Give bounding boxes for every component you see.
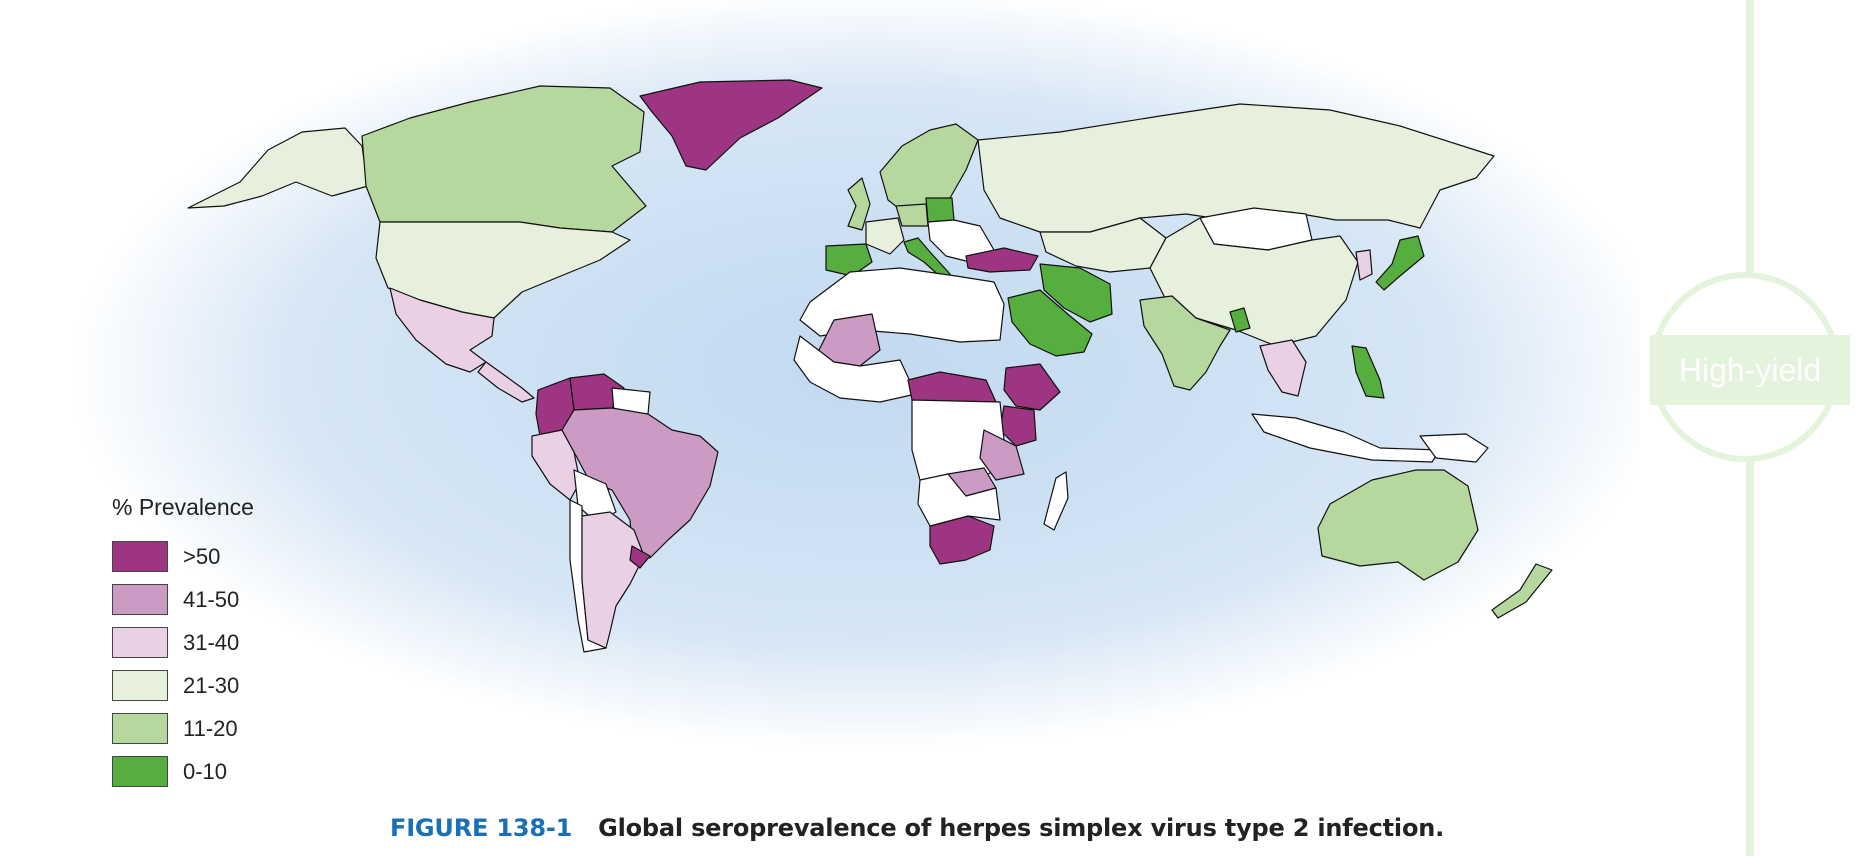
region-southern-africa-north	[917, 473, 1001, 527]
region-india	[1139, 295, 1231, 391]
world-map-svg	[70, 0, 1640, 750]
legend-item: >50	[112, 535, 254, 578]
legend-label: 11-20	[183, 715, 238, 741]
legend-swatch	[112, 627, 168, 658]
region-southeast-asia	[1259, 339, 1307, 397]
region-papua-new-guinea	[1419, 433, 1489, 463]
legend-label: >50	[183, 543, 221, 569]
region-mexico	[389, 287, 495, 373]
legend-item: 21-30	[112, 664, 254, 707]
region-philippines	[1351, 345, 1385, 399]
region-japan	[1375, 235, 1425, 291]
region-poland	[925, 197, 955, 223]
legend-item: 0-10	[112, 750, 254, 793]
legend-swatch	[112, 713, 168, 744]
legend-label: 21-30	[183, 672, 240, 698]
region-germany	[895, 203, 929, 227]
legend-item: 31-40	[112, 621, 254, 664]
figure-title: Global seroprevalence of herpes simplex …	[598, 814, 1445, 842]
legend-swatch	[112, 541, 168, 572]
region-west-africa	[793, 335, 917, 403]
region-southern-africa	[929, 515, 995, 565]
region-argentina	[581, 511, 645, 649]
figure-caption: FIGURE 138-1 Global seroprevalence of her…	[390, 814, 1444, 842]
legend-label: 31-40	[183, 629, 240, 655]
region-greenland	[639, 79, 823, 171]
legend-swatch	[112, 584, 168, 615]
region-tanzania	[979, 429, 1025, 481]
legend-title: % Prevalence	[112, 494, 254, 520]
region-bangladesh	[1229, 307, 1251, 333]
region-iberia	[825, 243, 873, 277]
region-korea	[1355, 249, 1373, 281]
world-map	[70, 0, 1640, 750]
legend-item: 11-20	[112, 707, 254, 750]
legend-swatch	[112, 670, 168, 701]
high-yield-badge[interactable]: High-yield	[1650, 335, 1850, 405]
region-madagascar	[1043, 471, 1069, 531]
figure-number: FIGURE 138-1	[390, 814, 573, 842]
legend-item: 41-50	[112, 578, 254, 621]
region-iran	[1039, 263, 1113, 323]
region-saudi-arabia	[1007, 289, 1093, 357]
region-turkey	[965, 247, 1039, 273]
region-central-america	[477, 361, 535, 403]
legend-label: 0-10	[183, 758, 228, 784]
legend-label: 41-50	[183, 586, 240, 612]
region-ethiopia	[1003, 363, 1061, 411]
region-united-kingdom	[847, 177, 871, 231]
region-new-zealand	[1491, 563, 1553, 619]
region-france	[865, 217, 905, 255]
legend: % Prevalence >50 41-50 31-40 21-30 11-20…	[112, 494, 254, 793]
region-uruguay	[629, 545, 651, 569]
region-australia	[1317, 469, 1479, 581]
legend-swatch	[112, 756, 168, 787]
high-yield-label: High-yield	[1678, 351, 1822, 388]
